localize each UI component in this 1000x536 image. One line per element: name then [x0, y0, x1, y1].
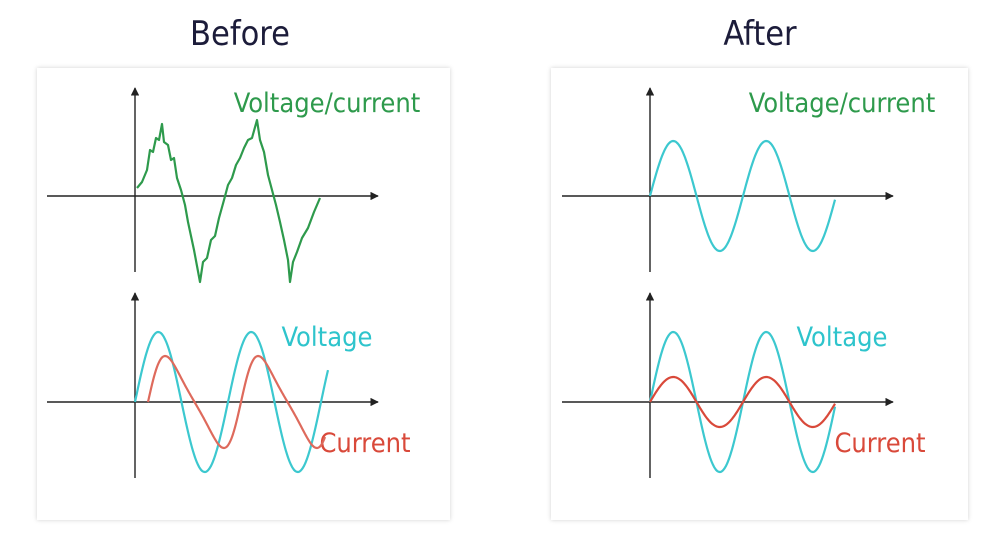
- panel-frame: [551, 68, 968, 520]
- panel-title: Before: [190, 14, 290, 54]
- panel-frame: [37, 68, 450, 520]
- wave-label: Voltage/current: [749, 88, 936, 119]
- voltage-wave: [133, 330, 330, 474]
- current-wave: [146, 354, 327, 450]
- wave-label: Voltage: [282, 322, 373, 353]
- panel-title: After: [723, 14, 797, 54]
- current-wave: [649, 375, 836, 429]
- wave-label: Voltage: [797, 322, 888, 353]
- voltage-wave: [648, 139, 837, 253]
- wave-label: Current: [834, 428, 925, 459]
- wave-label: Voltage/current: [234, 88, 421, 119]
- distorted-wave: [136, 118, 322, 284]
- wave-label: Current: [319, 428, 410, 459]
